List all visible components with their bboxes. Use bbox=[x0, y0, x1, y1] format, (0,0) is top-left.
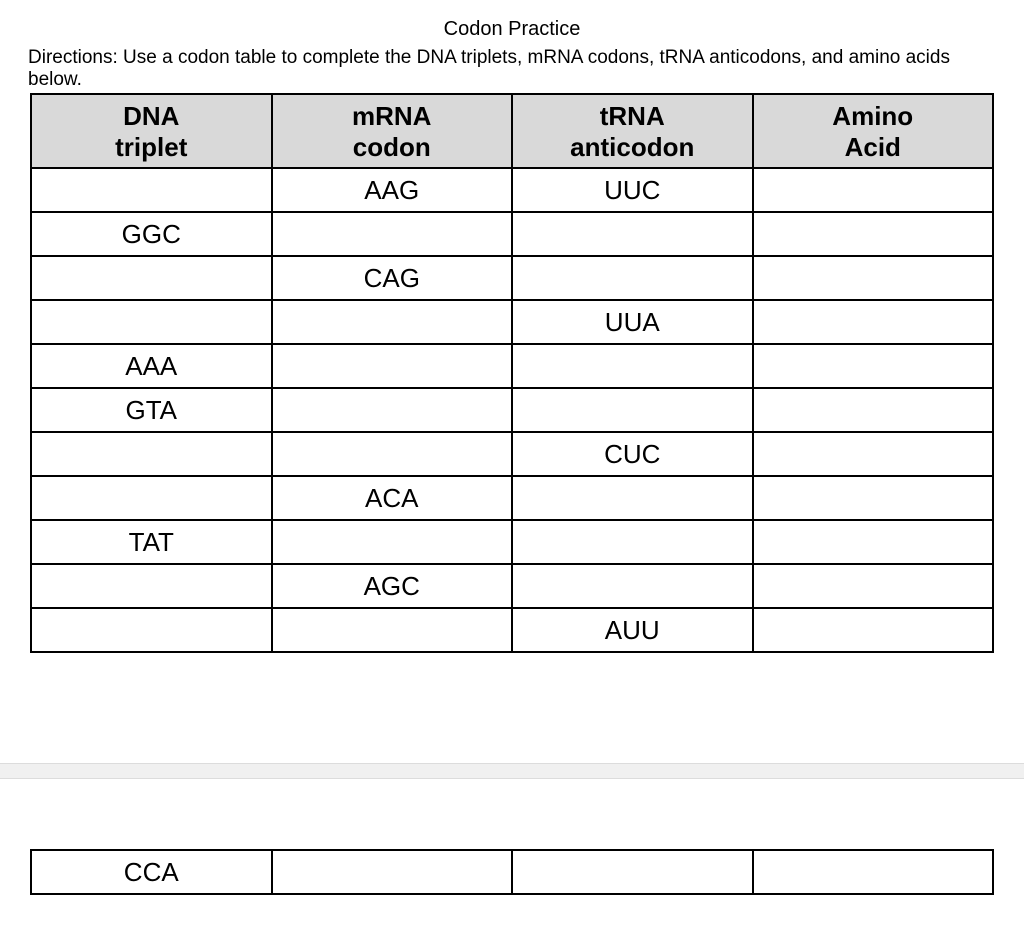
col-amino: AminoAcid bbox=[753, 94, 994, 168]
cell-mrna[interactable]: AAG bbox=[272, 168, 513, 212]
cell-aa[interactable] bbox=[753, 256, 994, 300]
page-title: Codon Practice bbox=[0, 18, 1024, 41]
directions-text: Directions: Use a codon table to complet… bbox=[0, 47, 1024, 91]
cell-aa[interactable] bbox=[753, 850, 994, 894]
cell-dna[interactable] bbox=[31, 168, 272, 212]
cell-aa[interactable] bbox=[753, 168, 994, 212]
table-row: AAA bbox=[31, 344, 993, 388]
cell-mrna[interactable] bbox=[272, 850, 513, 894]
cell-dna[interactable]: CCA bbox=[31, 850, 272, 894]
cell-dna[interactable] bbox=[31, 300, 272, 344]
cell-aa[interactable] bbox=[753, 564, 994, 608]
cell-dna[interactable]: GTA bbox=[31, 388, 272, 432]
cell-trna[interactable] bbox=[512, 344, 753, 388]
cell-mrna[interactable] bbox=[272, 432, 513, 476]
table-row: CCA bbox=[31, 850, 993, 894]
table-header-row: DNAtriplet mRNAcodon tRNAanticodon Amino… bbox=[31, 94, 993, 168]
cell-dna[interactable] bbox=[31, 608, 272, 652]
cell-trna[interactable] bbox=[512, 476, 753, 520]
cell-aa[interactable] bbox=[753, 432, 994, 476]
cell-trna[interactable]: UUC bbox=[512, 168, 753, 212]
section-divider bbox=[0, 763, 1024, 779]
cell-mrna[interactable] bbox=[272, 520, 513, 564]
cell-aa[interactable] bbox=[753, 520, 994, 564]
table-row: CAG bbox=[31, 256, 993, 300]
table-row: GTA bbox=[31, 388, 993, 432]
cell-dna[interactable] bbox=[31, 256, 272, 300]
cell-mrna[interactable] bbox=[272, 212, 513, 256]
col-mrna: mRNAcodon bbox=[272, 94, 513, 168]
cell-aa[interactable] bbox=[753, 608, 994, 652]
table-row: AGC bbox=[31, 564, 993, 608]
cell-aa[interactable] bbox=[753, 476, 994, 520]
cell-dna[interactable]: GGC bbox=[31, 212, 272, 256]
cell-trna[interactable]: CUC bbox=[512, 432, 753, 476]
cell-mrna[interactable] bbox=[272, 608, 513, 652]
cell-mrna[interactable]: ACA bbox=[272, 476, 513, 520]
cell-dna[interactable] bbox=[31, 476, 272, 520]
cell-trna[interactable]: UUA bbox=[512, 300, 753, 344]
cell-aa[interactable] bbox=[753, 344, 994, 388]
cell-trna[interactable] bbox=[512, 564, 753, 608]
cell-trna[interactable] bbox=[512, 256, 753, 300]
cell-dna[interactable]: AAA bbox=[31, 344, 272, 388]
table-row: AAGUUC bbox=[31, 168, 993, 212]
cell-mrna[interactable] bbox=[272, 300, 513, 344]
cell-mrna[interactable] bbox=[272, 388, 513, 432]
cell-mrna[interactable]: AGC bbox=[272, 564, 513, 608]
cell-dna[interactable]: TAT bbox=[31, 520, 272, 564]
cell-trna[interactable]: AUU bbox=[512, 608, 753, 652]
table-row: GGC bbox=[31, 212, 993, 256]
table-body: AAGUUC GGC CAG UUA AAA GTA CUC ACA TAT A… bbox=[31, 168, 993, 652]
cell-trna[interactable] bbox=[512, 212, 753, 256]
table-row: UUA bbox=[31, 300, 993, 344]
table-row: AUU bbox=[31, 608, 993, 652]
table-row: CUC bbox=[31, 432, 993, 476]
table-row: ACA bbox=[31, 476, 993, 520]
table-row: TAT bbox=[31, 520, 993, 564]
cell-aa[interactable] bbox=[753, 388, 994, 432]
cell-aa[interactable] bbox=[753, 212, 994, 256]
cell-mrna[interactable]: CAG bbox=[272, 256, 513, 300]
cell-trna[interactable] bbox=[512, 520, 753, 564]
codon-table: DNAtriplet mRNAcodon tRNAanticodon Amino… bbox=[30, 93, 994, 653]
cell-trna[interactable] bbox=[512, 850, 753, 894]
cell-trna[interactable] bbox=[512, 388, 753, 432]
extra-row-table: CCA bbox=[30, 849, 994, 895]
cell-aa[interactable] bbox=[753, 300, 994, 344]
worksheet-page: Codon Practice Directions: Use a codon t… bbox=[0, 0, 1024, 895]
cell-mrna[interactable] bbox=[272, 344, 513, 388]
cell-dna[interactable] bbox=[31, 432, 272, 476]
cell-dna[interactable] bbox=[31, 564, 272, 608]
col-trna: tRNAanticodon bbox=[512, 94, 753, 168]
col-dna: DNAtriplet bbox=[31, 94, 272, 168]
